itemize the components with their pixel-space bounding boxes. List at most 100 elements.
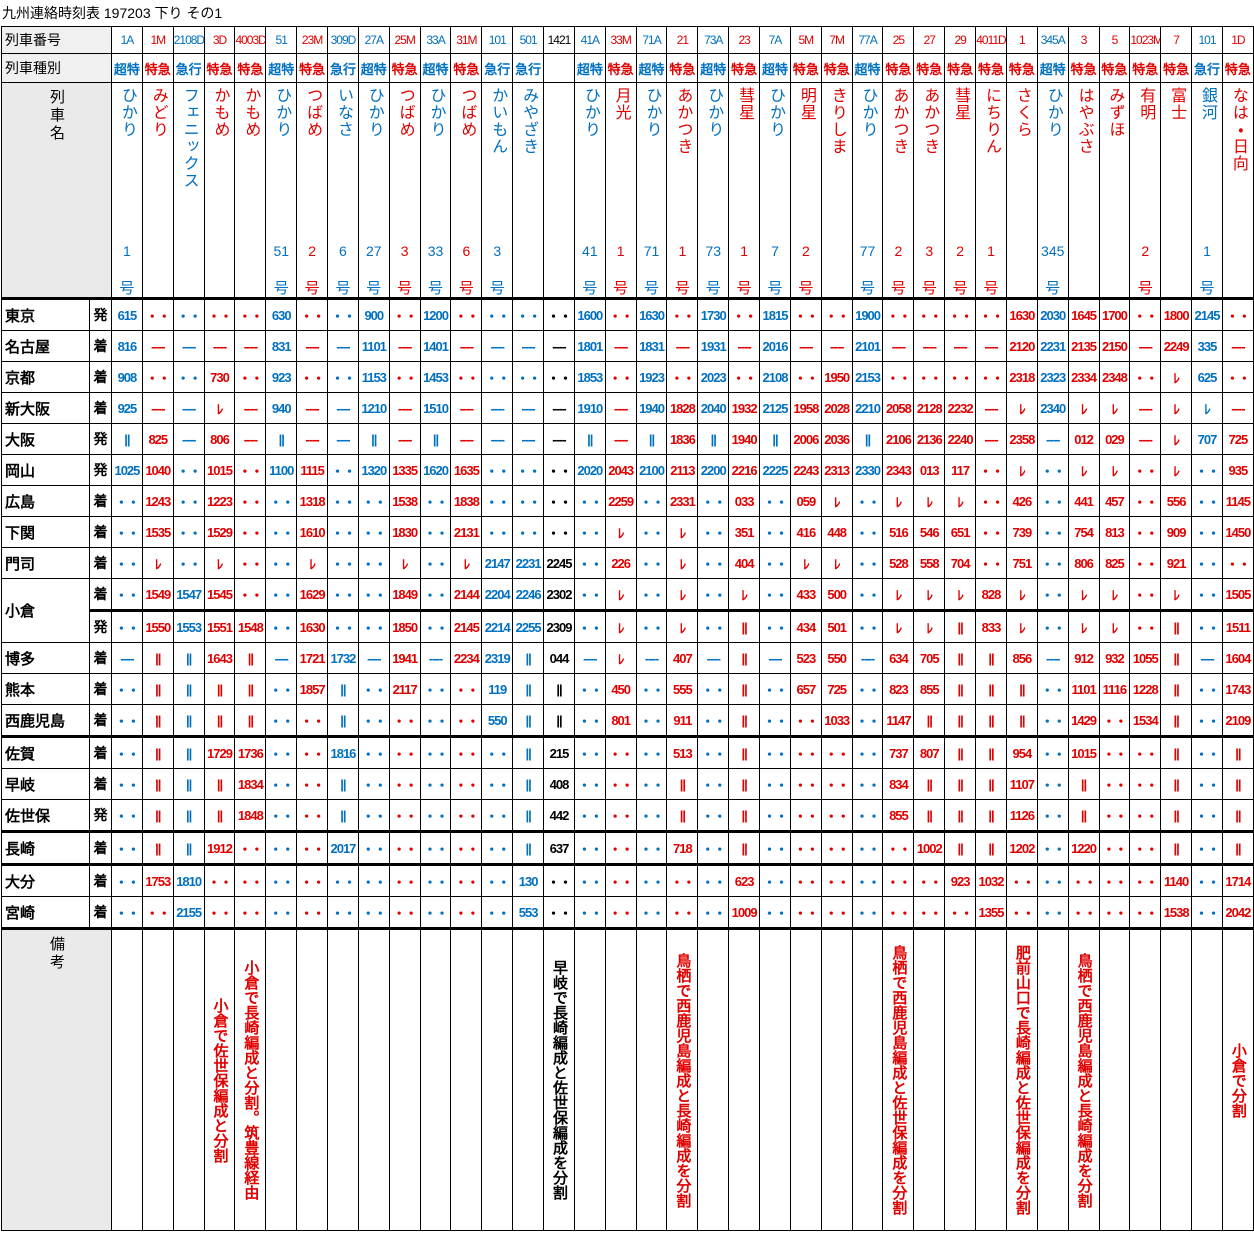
train-name-cell: ひかり 41 号 — [573, 82, 606, 299]
note-cell — [573, 927, 606, 1231]
train-type-cell: 急行 — [512, 53, 545, 83]
note-cell — [357, 927, 390, 1231]
time-cell: ---- — [234, 392, 267, 424]
time-cell: ・・ — [1221, 361, 1254, 393]
time-cell: || — [666, 799, 699, 832]
time-cell: 1002 — [913, 830, 946, 865]
time-cell: 1743 — [1221, 673, 1254, 705]
time-cell: ・・ — [1191, 516, 1223, 548]
time-cell: ﾚ — [882, 578, 915, 611]
service-number-suffix: 号 — [674, 280, 690, 297]
time-cell: 625 — [1191, 361, 1223, 393]
time-cell: ・・ — [481, 799, 514, 832]
time-cell: 1147 — [882, 704, 915, 737]
time-cell: ・・ — [1098, 735, 1131, 769]
time-cell: ・・ — [1191, 485, 1223, 517]
time-cell: ・・ — [975, 516, 1007, 548]
time-cell: ・・ — [573, 735, 606, 769]
time-cell: || — [141, 642, 174, 674]
time-cell: || — [944, 673, 977, 705]
note-cell: 鳥栖で西鹿児島編成と長崎編成を分割 — [666, 927, 699, 1231]
time-cell: ・・ — [357, 830, 390, 865]
time-cell: ・・ — [450, 297, 483, 331]
train-type-cell: 超特 — [357, 53, 390, 83]
time-cell: ・・ — [759, 578, 791, 611]
time-cell: 634 — [882, 642, 915, 674]
train-number: 5M — [789, 26, 822, 54]
train-name-cell: みやざき — [512, 82, 545, 299]
time-cell: 044 — [543, 642, 575, 674]
train-service-number: 2 — [308, 243, 316, 259]
time-cell: 523 — [789, 642, 822, 674]
time-cell: 909 — [1160, 516, 1193, 548]
time-cell: || — [913, 768, 946, 800]
time-cell: || — [1160, 735, 1193, 769]
time-cell: 1604 — [1221, 642, 1254, 674]
time-cell: 651 — [944, 516, 977, 548]
time-cell: ・・ — [543, 361, 575, 393]
time-cell: 932 — [1098, 642, 1131, 674]
time-cell: || — [419, 423, 452, 455]
time-cell: ・・ — [1098, 830, 1131, 865]
time-cell: || — [141, 830, 174, 865]
service-number-suffix: 号 — [428, 280, 444, 297]
time-cell: ・・ — [450, 863, 483, 897]
time-cell: ・・ — [604, 799, 637, 832]
train-name-cell: かもめ — [234, 82, 267, 299]
time-cell: || — [512, 642, 545, 674]
time-cell: || — [111, 423, 143, 455]
note-cell — [697, 927, 730, 1231]
time-cell: ・・ — [820, 735, 853, 769]
time-cell: 1040 — [141, 454, 174, 486]
time-cell: ・・ — [759, 768, 791, 800]
train-name-cell: あかつき 3 号 — [913, 82, 946, 299]
train-name: ひかり — [1044, 87, 1062, 138]
time-cell: 1721 — [296, 642, 329, 674]
time-cell: 550 — [481, 704, 514, 737]
time-cell: ・・ — [1191, 896, 1223, 929]
time-cell: 351 — [728, 516, 761, 548]
train-number: 1421 — [543, 26, 575, 54]
time-cell: 450 — [604, 673, 637, 705]
time-cell: ・・ — [1098, 863, 1131, 897]
train-name: ひかり — [118, 87, 136, 138]
time-cell: ・・ — [234, 485, 267, 517]
time-cell: ﾚ — [604, 642, 637, 674]
train-name-cell: フェニックス — [172, 82, 205, 299]
time-cell: ・・ — [296, 704, 329, 737]
train-name: 有明 — [1137, 87, 1155, 121]
time-cell: ---- — [450, 392, 483, 424]
train-name: なは・日向 — [1229, 87, 1247, 172]
train-service-number: 73 — [705, 243, 722, 259]
train-type: 急行 — [515, 61, 542, 77]
note-cell — [604, 927, 637, 1231]
time-cell: ・・ — [759, 830, 791, 865]
time-cell: || — [944, 768, 977, 800]
time-cell: ---- — [543, 423, 575, 455]
time-cell: ---- — [697, 642, 730, 674]
train-type-cell: 超特 — [759, 53, 791, 83]
train-name-cell: ひかり 7 号 — [759, 82, 791, 299]
station-name: 佐世保 — [1, 799, 90, 832]
service-number-suffix: 号 — [458, 280, 474, 297]
time-cell: 855 — [913, 673, 946, 705]
station-row: 広島着・・ 1243 ・・ 1223 ・・ ・・ 1318 ・・ ・・ 1538 ・・ 1838 ・・・… — [1, 485, 1254, 517]
name-label-cell: 列車名 — [1, 82, 112, 299]
time-cell: ---- — [604, 423, 637, 455]
time-cell: 1228 — [1129, 673, 1162, 705]
station-name: 佐賀 — [1, 735, 90, 769]
train-name: あかつき — [921, 87, 939, 155]
time-cell: ---- — [1191, 642, 1223, 674]
time-cell: ---- — [882, 330, 915, 362]
time-cell: 730 — [203, 361, 236, 393]
time-cell: ・・ — [789, 704, 822, 737]
station-name: 大分 — [1, 863, 90, 897]
train-type-cell: 特急 — [450, 53, 483, 83]
arr-dep: 着 — [89, 516, 112, 548]
note-cell — [419, 927, 452, 1231]
time-cell: ・・ — [697, 704, 730, 737]
time-cell: ・・ — [481, 361, 514, 393]
time-cell: 1450 — [1221, 516, 1254, 548]
time-cell: ・・ — [635, 578, 668, 611]
train-name: かいもん — [489, 87, 507, 155]
